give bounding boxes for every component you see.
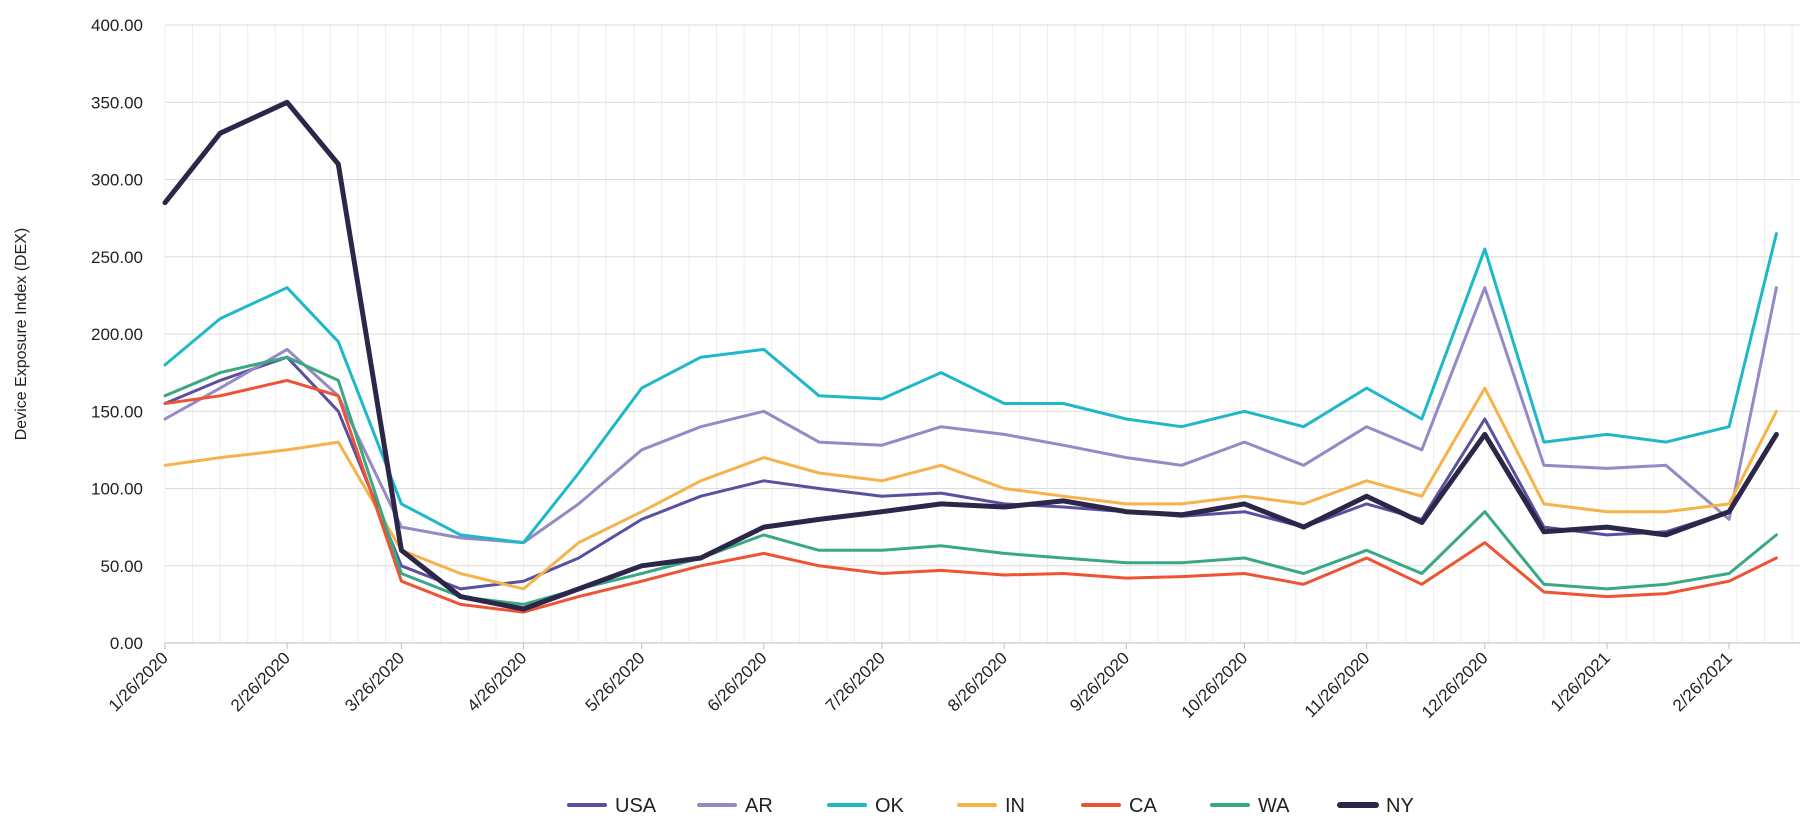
y-tick-label: 350.00	[91, 93, 143, 112]
legend-label-ny: NY	[1386, 795, 1414, 817]
x-tick-label: 11/26/2020	[1301, 648, 1374, 721]
series-line-in	[163, 386, 1778, 591]
y-axis-ticks: 0.00 50.00 100.00 150.00 200.00 250.00 300.00 3…	[91, 16, 143, 653]
legend: USA AR OK IN CA WA NY	[567, 795, 1414, 817]
series-line-ny	[162, 99, 1779, 612]
x-tick-label: 1/26/2021	[1547, 648, 1614, 715]
x-tick-label: 2/26/2020	[227, 648, 294, 715]
series-line-ar	[163, 286, 1778, 545]
y-tick-label: 400.00	[91, 16, 143, 35]
legend-label-wa: WA	[1258, 795, 1290, 817]
x-tick-label: 7/26/2020	[822, 648, 889, 715]
y-axis-title: Device Exposure Index (DEX)	[13, 228, 30, 441]
series-line-ok	[163, 232, 1778, 545]
y-tick-label: 0.00	[110, 634, 143, 653]
x-tick-label: 3/26/2020	[341, 648, 408, 715]
y-tick-label: 100.00	[91, 480, 143, 499]
series-line-ca	[163, 378, 1778, 614]
y-tick-label: 300.00	[91, 171, 143, 190]
legend-label-in: IN	[1005, 795, 1025, 817]
x-tick-label: 4/26/2020	[463, 648, 530, 715]
x-tick-label: 1/26/2020	[105, 648, 172, 715]
legend-label-ok: OK	[875, 795, 905, 817]
series-lines	[162, 99, 1779, 614]
legend-label-usa: USA	[615, 795, 657, 817]
y-tick-label: 150.00	[91, 402, 143, 421]
x-tick-label: 2/26/2021	[1669, 648, 1736, 715]
x-tick-label: 5/26/2020	[582, 648, 649, 715]
x-tick-label: 6/26/2020	[704, 648, 771, 715]
x-tick-label: 12/26/2020	[1418, 648, 1492, 722]
legend-label-ar: AR	[745, 795, 773, 817]
y-tick-label: 250.00	[91, 248, 143, 267]
legend-label-ca: CA	[1129, 795, 1157, 817]
series-line-usa	[163, 355, 1778, 591]
y-tick-label: 50.00	[100, 557, 143, 576]
x-tick-label: 9/26/2020	[1066, 648, 1133, 715]
x-tick-label: 8/26/2020	[944, 648, 1011, 715]
y-tick-label: 200.00	[91, 325, 143, 344]
series-line-wa	[163, 355, 1778, 606]
x-axis-ticks: 1/26/2020 2/26/2020 3/26/2020 4/26/2020 5/26…	[105, 643, 1736, 722]
x-tick-label: 10/26/2020	[1178, 648, 1252, 722]
